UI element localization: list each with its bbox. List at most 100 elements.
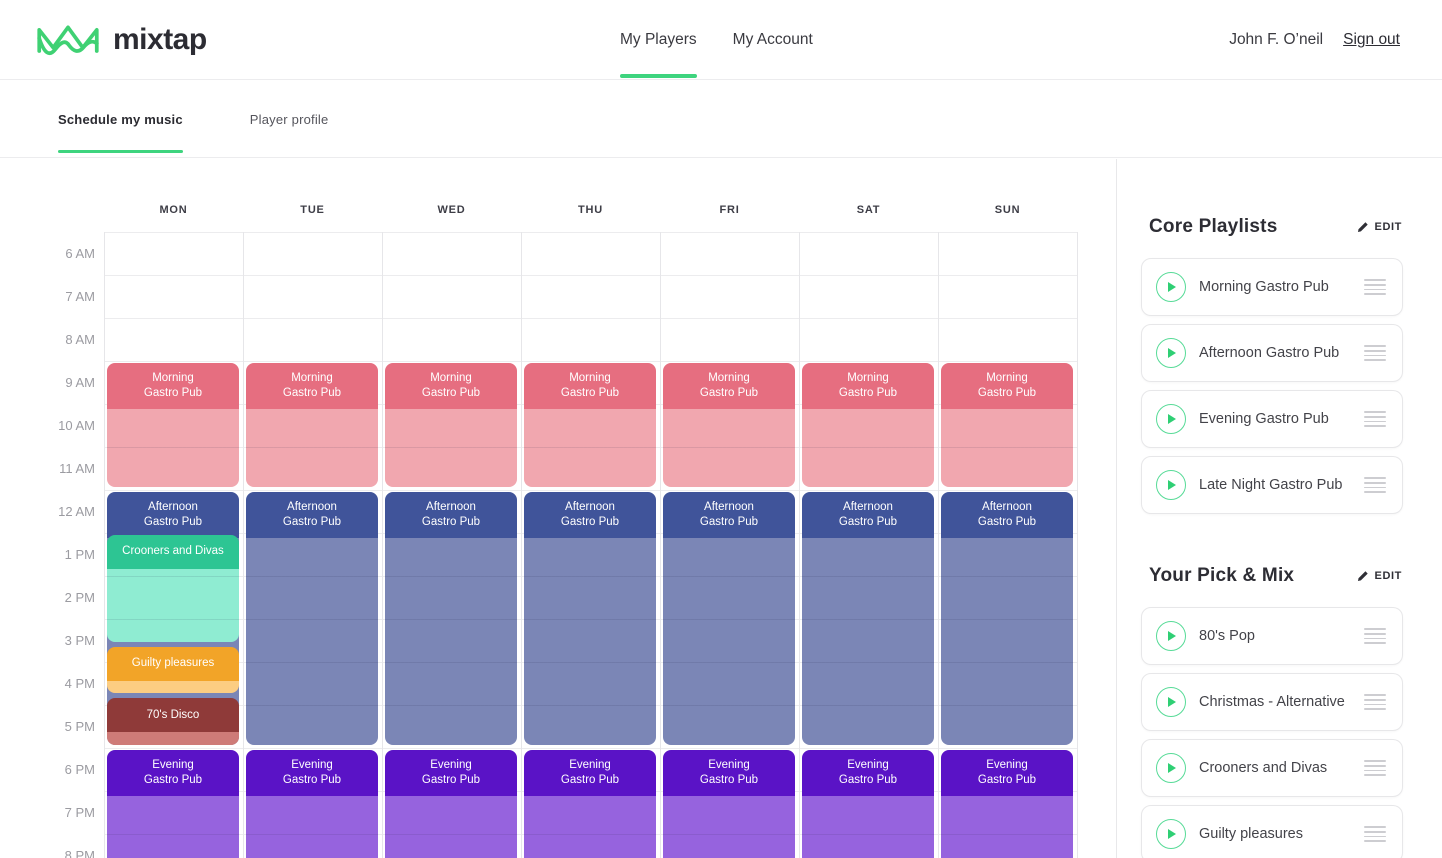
drag-handle-icon[interactable] — [1364, 628, 1386, 644]
time-label: 7 PM — [64, 805, 95, 820]
drag-handle-icon[interactable] — [1364, 279, 1386, 295]
time-label: 7 AM — [65, 289, 95, 304]
time-label: 5 PM — [64, 719, 95, 734]
event-crooners[interactable]: Crooners and Divas — [107, 535, 239, 642]
event-evening[interactable]: Evening Gastro Pub — [385, 750, 517, 858]
tab-schedule-my-music[interactable]: Schedule my music — [58, 81, 183, 158]
event-body — [802, 409, 934, 487]
playlist-card[interactable]: Late Night Gastro Pub — [1141, 456, 1403, 514]
event-morning[interactable]: Morning Gastro Pub — [941, 363, 1073, 487]
topnav-item-my-players[interactable]: My Players — [620, 0, 697, 80]
drag-handle-icon[interactable] — [1364, 760, 1386, 776]
event-morning[interactable]: Morning Gastro Pub — [107, 363, 239, 487]
event-body — [802, 538, 934, 745]
grid-hour-line — [104, 232, 1078, 233]
schedule-calendar: MON TUE WED THU FRI SAT SUN 6 AM 7 AM 8 AM 9 AM 10 … — [0, 159, 1115, 858]
playlist-card[interactable]: Christmas - Alternative — [1141, 673, 1403, 731]
play-button[interactable] — [1156, 470, 1186, 500]
top-navigation: My Players My Account — [620, 0, 813, 80]
event-afternoon[interactable]: Afternoon Gastro Pub — [524, 492, 656, 745]
playlist-card[interactable]: Evening Gastro Pub — [1141, 390, 1403, 448]
play-button[interactable] — [1156, 687, 1186, 717]
time-label: 11 AM — [59, 461, 95, 476]
drag-handle-icon[interactable] — [1364, 345, 1386, 361]
grid-day-line — [382, 232, 383, 858]
event-title: Afternoon Gastro Pub — [385, 492, 517, 538]
user-area: John F. O’neil Sign out — [1229, 0, 1400, 80]
drag-handle-icon[interactable] — [1364, 411, 1386, 427]
section-title: Core Playlists — [1149, 216, 1278, 237]
time-label: 2 PM — [64, 590, 95, 605]
event-morning[interactable]: Morning Gastro Pub — [802, 363, 934, 487]
event-title: Evening Gastro Pub — [802, 750, 934, 796]
event-body — [107, 409, 239, 487]
event-evening[interactable]: Evening Gastro Pub — [246, 750, 378, 858]
event-body — [107, 569, 239, 642]
user-name: John F. O’neil — [1229, 31, 1324, 48]
grid-day-line — [938, 232, 939, 858]
sign-out-link[interactable]: Sign out — [1343, 31, 1400, 48]
play-button[interactable] — [1156, 621, 1186, 651]
playlist-card[interactable]: Afternoon Gastro Pub — [1141, 324, 1403, 382]
event-body — [107, 680, 239, 694]
event-evening[interactable]: Evening Gastro Pub — [802, 750, 934, 858]
event-title: Morning Gastro Pub — [246, 363, 378, 409]
tab-player-profile[interactable]: Player profile — [249, 112, 329, 127]
tab-bar: Schedule my music Player profile — [0, 81, 1442, 158]
event-title: Morning Gastro Pub — [107, 363, 239, 409]
time-label: 4 PM — [64, 676, 95, 691]
event-title: Evening Gastro Pub — [941, 750, 1073, 796]
event-afternoon[interactable]: Afternoon Gastro Pub — [802, 492, 934, 745]
play-button[interactable] — [1156, 753, 1186, 783]
event-body — [385, 409, 517, 487]
event-title: Morning Gastro Pub — [941, 363, 1073, 409]
event-title: Afternoon Gastro Pub — [524, 492, 656, 538]
edit-button[interactable]: EDIT — [1356, 570, 1402, 583]
event-title: Evening Gastro Pub — [107, 750, 239, 796]
play-button[interactable] — [1156, 404, 1186, 434]
event-guilty[interactable]: Guilty pleasures — [107, 646, 239, 694]
playlist-card[interactable]: 80's Pop — [1141, 607, 1403, 665]
event-morning[interactable]: Morning Gastro Pub — [385, 363, 517, 487]
event-afternoon[interactable]: Afternoon Gastro Pub — [941, 492, 1073, 745]
event-evening[interactable]: Evening Gastro Pub — [663, 750, 795, 858]
event-morning[interactable]: Morning Gastro Pub — [524, 363, 656, 487]
play-icon — [1168, 348, 1176, 358]
time-label: 3 PM — [64, 633, 95, 648]
event-afternoon[interactable]: Afternoon Gastro Pub — [246, 492, 378, 745]
event-title: Afternoon Gastro Pub — [246, 492, 378, 538]
playlist-card[interactable]: Guilty pleasures — [1141, 805, 1403, 858]
drag-handle-icon[interactable] — [1364, 694, 1386, 710]
edit-button[interactable]: EDIT — [1356, 221, 1402, 234]
event-body — [663, 796, 795, 858]
edit-label: EDIT — [1374, 570, 1402, 582]
play-button[interactable] — [1156, 819, 1186, 849]
event-title: Evening Gastro Pub — [246, 750, 378, 796]
playlist-label: Late Night Gastro Pub — [1199, 477, 1343, 493]
event-morning[interactable]: Morning Gastro Pub — [246, 363, 378, 487]
brand[interactable]: mixtap — [35, 18, 207, 62]
event-disco[interactable]: 70's Disco — [107, 698, 239, 745]
event-morning[interactable]: Morning Gastro Pub — [663, 363, 795, 487]
play-button[interactable] — [1156, 338, 1186, 368]
grid-day-line — [1077, 232, 1078, 858]
event-afternoon[interactable]: Afternoon Gastro Pub — [385, 492, 517, 745]
playlist-card[interactable]: Morning Gastro Pub — [1141, 258, 1403, 316]
time-label: 1 PM — [64, 547, 95, 562]
topnav-item-my-account[interactable]: My Account — [732, 31, 813, 48]
playlist-card[interactable]: Crooners and Divas — [1141, 739, 1403, 797]
day-header-fri: FRI — [719, 204, 740, 216]
day-header-sat: SAT — [856, 204, 881, 216]
event-evening[interactable]: Evening Gastro Pub — [524, 750, 656, 858]
grid-day-line — [243, 232, 244, 858]
event-evening[interactable]: Evening Gastro Pub — [107, 750, 239, 858]
drag-handle-icon[interactable] — [1364, 826, 1386, 842]
event-evening[interactable]: Evening Gastro Pub — [941, 750, 1073, 858]
event-body — [107, 732, 239, 745]
event-afternoon[interactable]: Afternoon Gastro Pub — [663, 492, 795, 745]
drag-handle-icon[interactable] — [1364, 477, 1386, 493]
play-icon — [1168, 414, 1176, 424]
play-button[interactable] — [1156, 272, 1186, 302]
day-header-tue: TUE — [300, 204, 325, 216]
